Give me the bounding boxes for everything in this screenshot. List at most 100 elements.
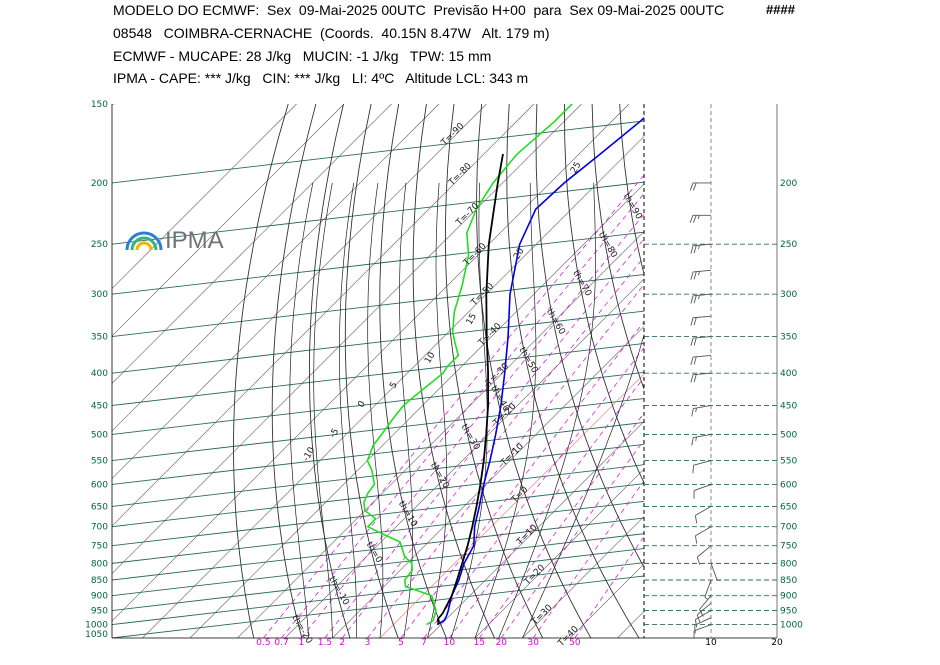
isobar-line — [112, 517, 644, 581]
isotherm-line — [379, 373, 644, 638]
wind-barb-feather — [698, 295, 700, 300]
wind-pressure-label: 650 — [780, 502, 797, 512]
isobar-line — [112, 443, 644, 507]
dewpoint-profile-line — [363, 104, 574, 626]
isotherm-line — [474, 468, 644, 638]
theta-e-label: 20 — [512, 246, 527, 261]
wind-barb-staff — [693, 405, 712, 410]
wind-pressure-label: 450 — [780, 401, 797, 411]
wind-panel — [644, 182, 777, 639]
wind-barb — [694, 617, 712, 634]
header-model-run: MODELO DO ECMWF: Sex 09-Mai-2025 00UTC P… — [113, 2, 725, 18]
isobar-line — [112, 398, 644, 461]
wind-barb — [696, 602, 712, 623]
header-ipma-indices: IPMA - CAPE: *** J/kg CIN: *** J/kg LI: … — [113, 70, 529, 86]
wind-barb-staff — [693, 315, 712, 319]
mixing-ratio-label: 0.7 — [274, 638, 288, 648]
pressure-tick-label: 300 — [91, 290, 108, 300]
moist-adiabat-line — [289, 182, 314, 638]
mixing-ratio-label: 5 — [398, 638, 404, 648]
wind-barb-staff — [699, 595, 712, 610]
isobar-line — [112, 548, 644, 611]
isobar-line — [112, 120, 644, 184]
dry-adiabat-line — [271, 104, 317, 638]
chart-grid — [111, 104, 778, 639]
mixing-ratio-line — [501, 439, 644, 638]
wind-barb — [710, 563, 722, 581]
isotherm-label: T=0 — [509, 485, 530, 506]
mixing-ratio-label: 3 — [365, 638, 371, 648]
theta-e-label: 15 — [465, 312, 479, 327]
ipma-logo-text: IPMA — [165, 227, 224, 254]
wind-barb-staff — [710, 563, 718, 581]
theta-e-label: 10 — [423, 350, 438, 365]
wind-barb-feather — [694, 535, 698, 544]
pressure-tick-label: 600 — [91, 480, 108, 490]
mixing-ratio-label: 7 — [421, 638, 427, 648]
mixing-ratio-label: 10 — [444, 638, 456, 648]
pressure-tick-label: 550 — [91, 457, 108, 467]
wind-barb-staff — [693, 355, 712, 358]
wind-pressure-label: 1000 — [780, 621, 803, 631]
wind-barb — [694, 506, 712, 524]
mixing-ratio-label: 2 — [339, 638, 345, 648]
theta-e-label: 25 — [569, 160, 583, 175]
wind-barb — [690, 243, 712, 254]
wind-barb — [696, 545, 712, 565]
wind-barb-staff — [693, 269, 712, 273]
dry-adiabat-line — [619, 104, 644, 276]
isobar-line — [112, 181, 644, 245]
pressure-tick-label: 400 — [91, 369, 108, 379]
mixing-ratio-line — [423, 347, 644, 638]
pressure-tick-label: 250 — [91, 240, 108, 250]
wind-barb-feather — [690, 295, 694, 304]
wind-barb-staff — [695, 526, 712, 537]
wind-barb-feather — [693, 245, 697, 254]
isobar-line — [112, 562, 644, 626]
wind-barb-feather — [690, 337, 694, 346]
wind-barb — [691, 405, 712, 417]
mixing-ratio-label: 15 — [474, 638, 485, 648]
wind-barb — [691, 433, 712, 446]
wind-barb-feather — [691, 408, 694, 417]
wind-pressure-label: 950 — [780, 607, 797, 617]
wind-barb — [693, 484, 712, 499]
wind-barb-feather — [690, 271, 694, 280]
isotherm-line — [112, 104, 630, 622]
moist-adiabat-line — [498, 182, 596, 638]
dry-adiabat-line — [309, 104, 351, 638]
wind-barb — [699, 595, 712, 617]
wind-barb — [690, 372, 712, 383]
mixing-ratio-line — [301, 213, 644, 638]
isobar-line — [112, 231, 644, 295]
wind-barb-feather — [697, 215, 700, 220]
dry-adiabat-line — [506, 104, 640, 638]
isotherm-line — [189, 183, 644, 638]
moist-adiabat-line — [450, 182, 488, 638]
isobar-line — [112, 421, 644, 485]
pressure-tick-label: 450 — [91, 401, 108, 411]
dry-adiabat-line — [344, 104, 399, 638]
moist-adiabat-line — [474, 182, 537, 638]
wind-barb-staff — [695, 610, 712, 620]
wind-barb-staff — [693, 624, 712, 632]
mixing-ratio-line — [281, 193, 644, 638]
wind-barb-feather — [704, 596, 709, 600]
isotherm-line — [112, 104, 487, 479]
wind-barb — [690, 355, 712, 365]
wind-barb-staff — [704, 579, 712, 598]
wind-pressure-label: 850 — [780, 576, 797, 586]
wind-barb-feather — [692, 465, 695, 474]
wind-barb-staff — [694, 617, 712, 626]
isotherm-label: T=-50 — [469, 281, 497, 309]
wind-barb-staff — [693, 433, 712, 438]
wind-barb — [690, 293, 712, 304]
wind-barb — [693, 624, 712, 639]
pressure-tick-label: 850 — [91, 576, 108, 586]
wind-barb — [689, 214, 711, 223]
mixing-ratio-label: 50 — [569, 638, 581, 648]
wind-barb-feather — [693, 374, 697, 383]
header-station: 08548 COIMBRA-CERNACHE (Coords. 40.15N 8… — [113, 25, 550, 41]
wind-barb-feather — [689, 215, 694, 223]
theta-e-label: 0 — [356, 399, 368, 409]
